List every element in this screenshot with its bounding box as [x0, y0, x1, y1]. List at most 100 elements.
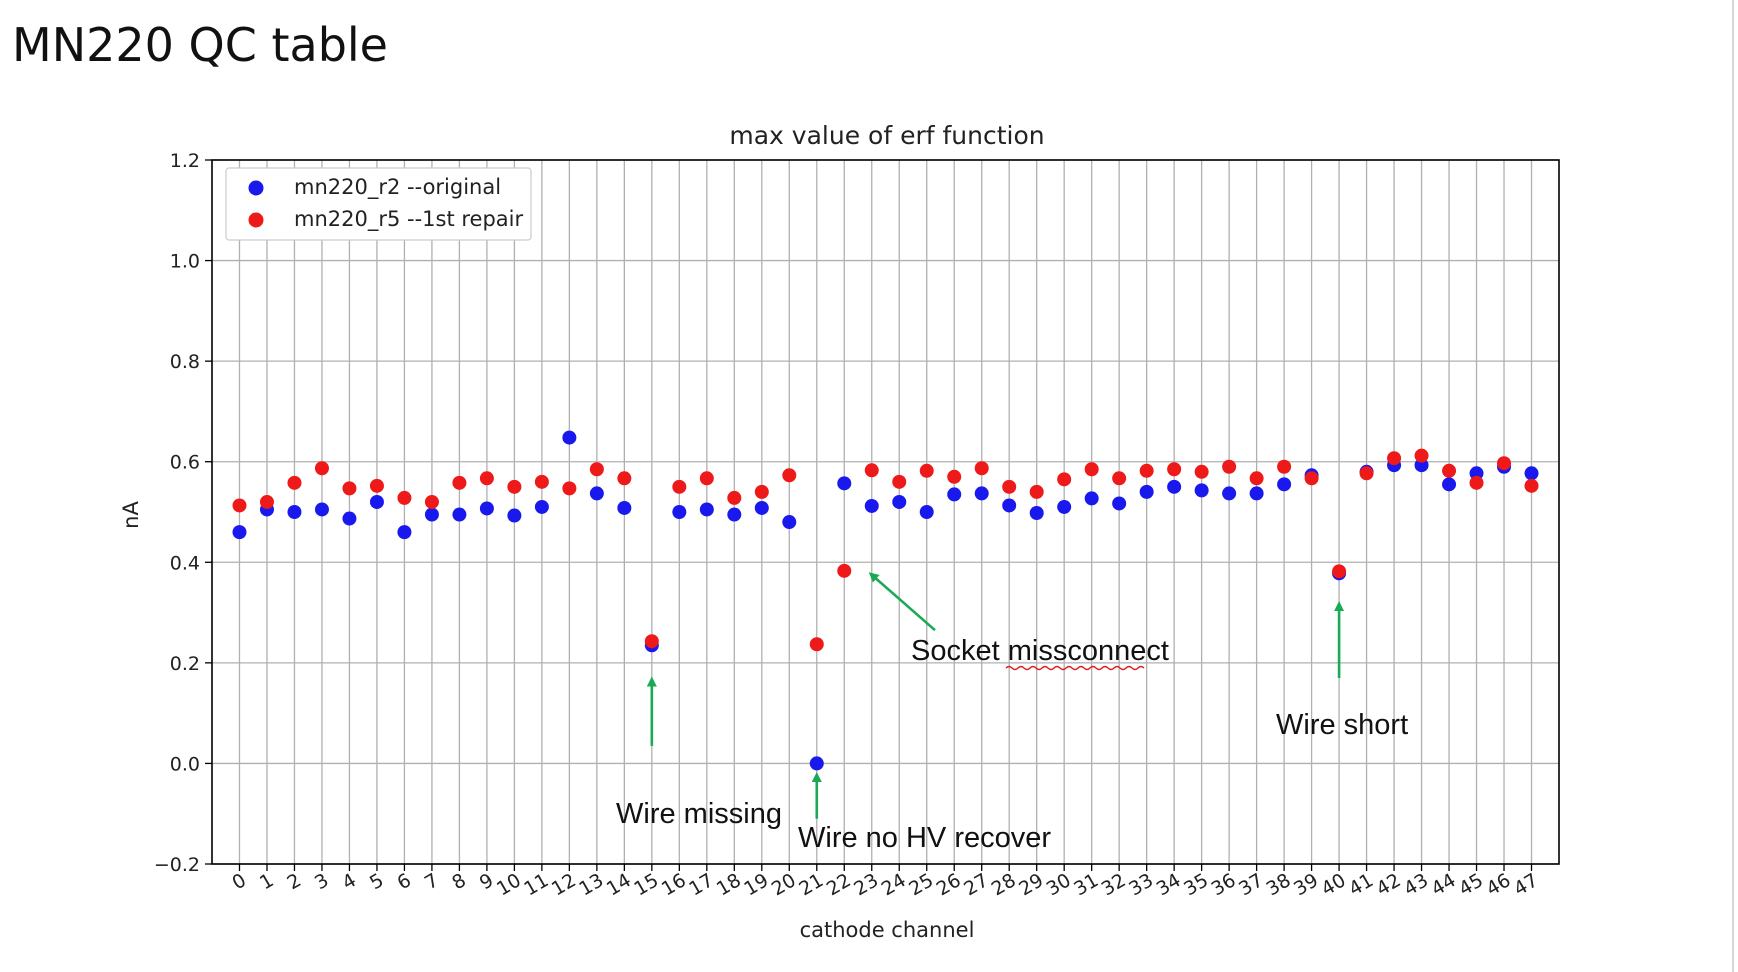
x-tick-label: 6 [393, 869, 414, 894]
x-tick-label: 7 [421, 869, 442, 894]
x-tick-label: 17 [685, 869, 717, 900]
data-point [397, 525, 412, 540]
data-point [1112, 471, 1127, 486]
data-point [1002, 498, 1017, 513]
x-tick-label: 39 [1290, 869, 1322, 900]
data-point [782, 515, 797, 530]
x-tick-label: 26 [933, 869, 965, 900]
x-tick-label: 34 [1153, 869, 1185, 900]
data-point [644, 634, 659, 649]
data-point [589, 486, 604, 501]
data-point [452, 475, 467, 490]
data-point [892, 494, 907, 509]
x-tick-label: 15 [630, 869, 662, 900]
x-tick-label: 33 [1125, 869, 1157, 900]
data-point [287, 505, 302, 519]
data-point [782, 468, 797, 483]
x-tick-label: 16 [658, 869, 690, 900]
data-point [1414, 448, 1429, 463]
x-tick-label: 3 [311, 869, 332, 894]
y-tick-label: −0.2 [154, 854, 200, 876]
data-point [837, 563, 852, 578]
x-tick-label: 25 [905, 869, 937, 900]
data-point [1524, 466, 1539, 481]
data-point [1057, 472, 1072, 487]
data-point [424, 494, 439, 509]
data-point [617, 471, 632, 486]
data-point [892, 474, 907, 489]
x-tick-label: 28 [988, 869, 1020, 900]
y-axis-label: nA [119, 501, 143, 529]
x-tick-label: 30 [1043, 869, 1075, 900]
y-axis-ticks: −0.2 0.0 0.2 0.4 0.6 0.8 1.0 1.2 [154, 150, 212, 876]
data-point [1167, 462, 1182, 477]
data-point [809, 637, 824, 652]
annotation-wire-no-hv-recover: Wire no HV recover [798, 822, 1051, 854]
legend-box [225, 167, 532, 241]
data-point [864, 463, 879, 478]
x-tick-label: 44 [1428, 869, 1460, 900]
series-1 [232, 448, 1539, 652]
x-tick-label: 11 [520, 869, 552, 900]
x-tick-label: 14 [603, 869, 635, 900]
data-point [947, 469, 962, 484]
legend-entry-repair: mn220_r5 --1st repair [294, 207, 524, 232]
x-tick-label: 31 [1070, 869, 1102, 900]
annotation-socket-missconnect: Socket missconnect [911, 635, 1169, 667]
data-point [617, 500, 632, 515]
x-tick-label: 42 [1373, 869, 1405, 900]
data-point [947, 487, 962, 502]
data-point [974, 461, 989, 476]
x-tick-label: 43 [1400, 869, 1432, 900]
x-tick-label: 18 [713, 869, 745, 900]
slide-title: MN220 QC table [12, 18, 388, 72]
spellcheck-underline [1005, 665, 1145, 671]
data-point [397, 490, 412, 505]
data-point [727, 507, 742, 522]
data-point [1167, 479, 1182, 494]
data-point [1497, 456, 1512, 471]
data-point [534, 474, 549, 489]
legend-marker-original [248, 180, 264, 196]
data-point [1442, 477, 1457, 492]
x-axis-label: cathode channel [800, 918, 975, 942]
grid-lines [212, 159, 1559, 865]
x-tick-label: 12 [548, 869, 580, 900]
data-point [672, 505, 687, 519]
data-point [1194, 464, 1209, 479]
data-point [727, 490, 742, 505]
data-point [837, 476, 852, 491]
annotations: Wire missing Wire no HV recover Socket m… [616, 572, 1408, 854]
data-point [1304, 471, 1319, 486]
x-tick-label: 2 [283, 869, 304, 894]
data-point [507, 508, 522, 523]
x-tick-label: 38 [1263, 869, 1295, 900]
data-point [1029, 484, 1044, 499]
data-point [562, 430, 577, 445]
y-tick-label: 0.6 [170, 452, 200, 474]
y-tick-label: 0.4 [170, 552, 200, 574]
data-point [342, 481, 357, 496]
y-tick-label: 1.2 [170, 150, 200, 172]
x-tick-label: 10 [493, 869, 525, 900]
data-point [259, 494, 274, 509]
x-tick-label: 29 [1015, 869, 1047, 900]
data-point [369, 494, 384, 509]
data-point [699, 502, 714, 517]
data-point [562, 481, 577, 496]
legend: mn220_r2 --original mn220_r5 --1st repai… [225, 167, 532, 241]
data-point [672, 479, 687, 494]
x-tick-label: 37 [1235, 869, 1267, 900]
plot-area-frame [211, 159, 1560, 865]
x-tick-label: 13 [575, 869, 607, 900]
data-point [1387, 451, 1402, 466]
x-tick-label: 32 [1098, 869, 1130, 900]
chart-title: max value of erf function [729, 121, 1044, 150]
data-point [424, 507, 439, 522]
data-point [1332, 564, 1347, 579]
data-point [1249, 486, 1264, 501]
x-tick-label: 21 [795, 869, 827, 900]
data-point [1222, 459, 1237, 474]
data-point [809, 756, 824, 771]
annotation-wire-missing: Wire missing [616, 798, 782, 830]
